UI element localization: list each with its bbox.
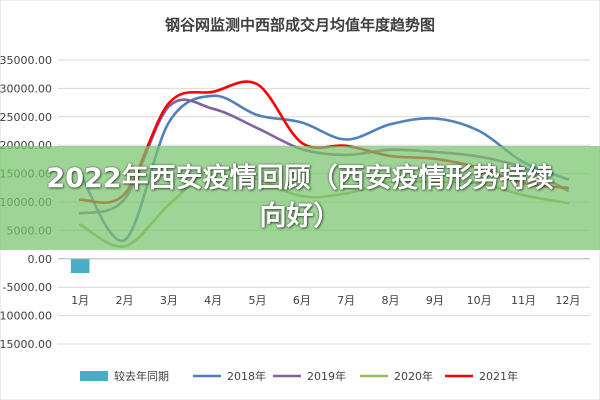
x-tick-label: 9月 — [426, 294, 444, 307]
overlay-headline: 2022年西安疫情回顾（西安疫情形势持续向好） — [46, 163, 554, 232]
y-tick-label: 0.00 — [28, 253, 53, 266]
legend-label: 较去年同期 — [114, 369, 169, 383]
y-tick-label: -15000.00 — [0, 338, 52, 351]
legend-label: 2021年 — [479, 369, 518, 383]
x-tick-label: 8月 — [382, 294, 400, 307]
x-tick-label: 11月 — [511, 294, 536, 307]
x-tick-label: 6月 — [293, 294, 311, 307]
x-tick-label: 10月 — [467, 294, 492, 307]
x-tick-label: 5月 — [249, 294, 267, 307]
legend: 较去年同期 2018年 2019年 2020年 2021年 — [80, 369, 518, 383]
overlay-banner: 2022年西安疫情回顾（西安疫情形势持续向好） — [0, 146, 600, 250]
x-tick-label: 2月 — [116, 294, 134, 307]
y-tick-label: 35000.00 — [0, 54, 52, 67]
x-tick-label: 3月 — [160, 294, 178, 307]
x-tick-label: 4月 — [204, 294, 222, 307]
bar-series — [70, 258, 90, 273]
chart-title: 钢谷网监测中西部成交月均值年度趋势图 — [165, 16, 435, 34]
legend-label: 2019年 — [307, 369, 346, 383]
x-tick-label: 1月 — [71, 294, 89, 307]
y-tick-label: 30000.00 — [0, 82, 52, 95]
y-tick-label: 25000.00 — [0, 111, 52, 124]
y-tick-label: -5000.00 — [3, 281, 52, 294]
legend-label: 2020年 — [394, 369, 433, 383]
x-tick-label: 12月 — [555, 294, 580, 307]
legend-swatch-bar — [80, 371, 108, 381]
y-tick-label: -10000.00 — [0, 310, 52, 323]
x-tick-label: 7月 — [337, 294, 355, 307]
legend-label: 2018年 — [227, 369, 266, 383]
x-axis-ticks: 1月 2月 3月 4月 5月 6月 7月 8月 9月 10月 11月 12月 — [71, 294, 580, 307]
bar — [70, 258, 90, 273]
